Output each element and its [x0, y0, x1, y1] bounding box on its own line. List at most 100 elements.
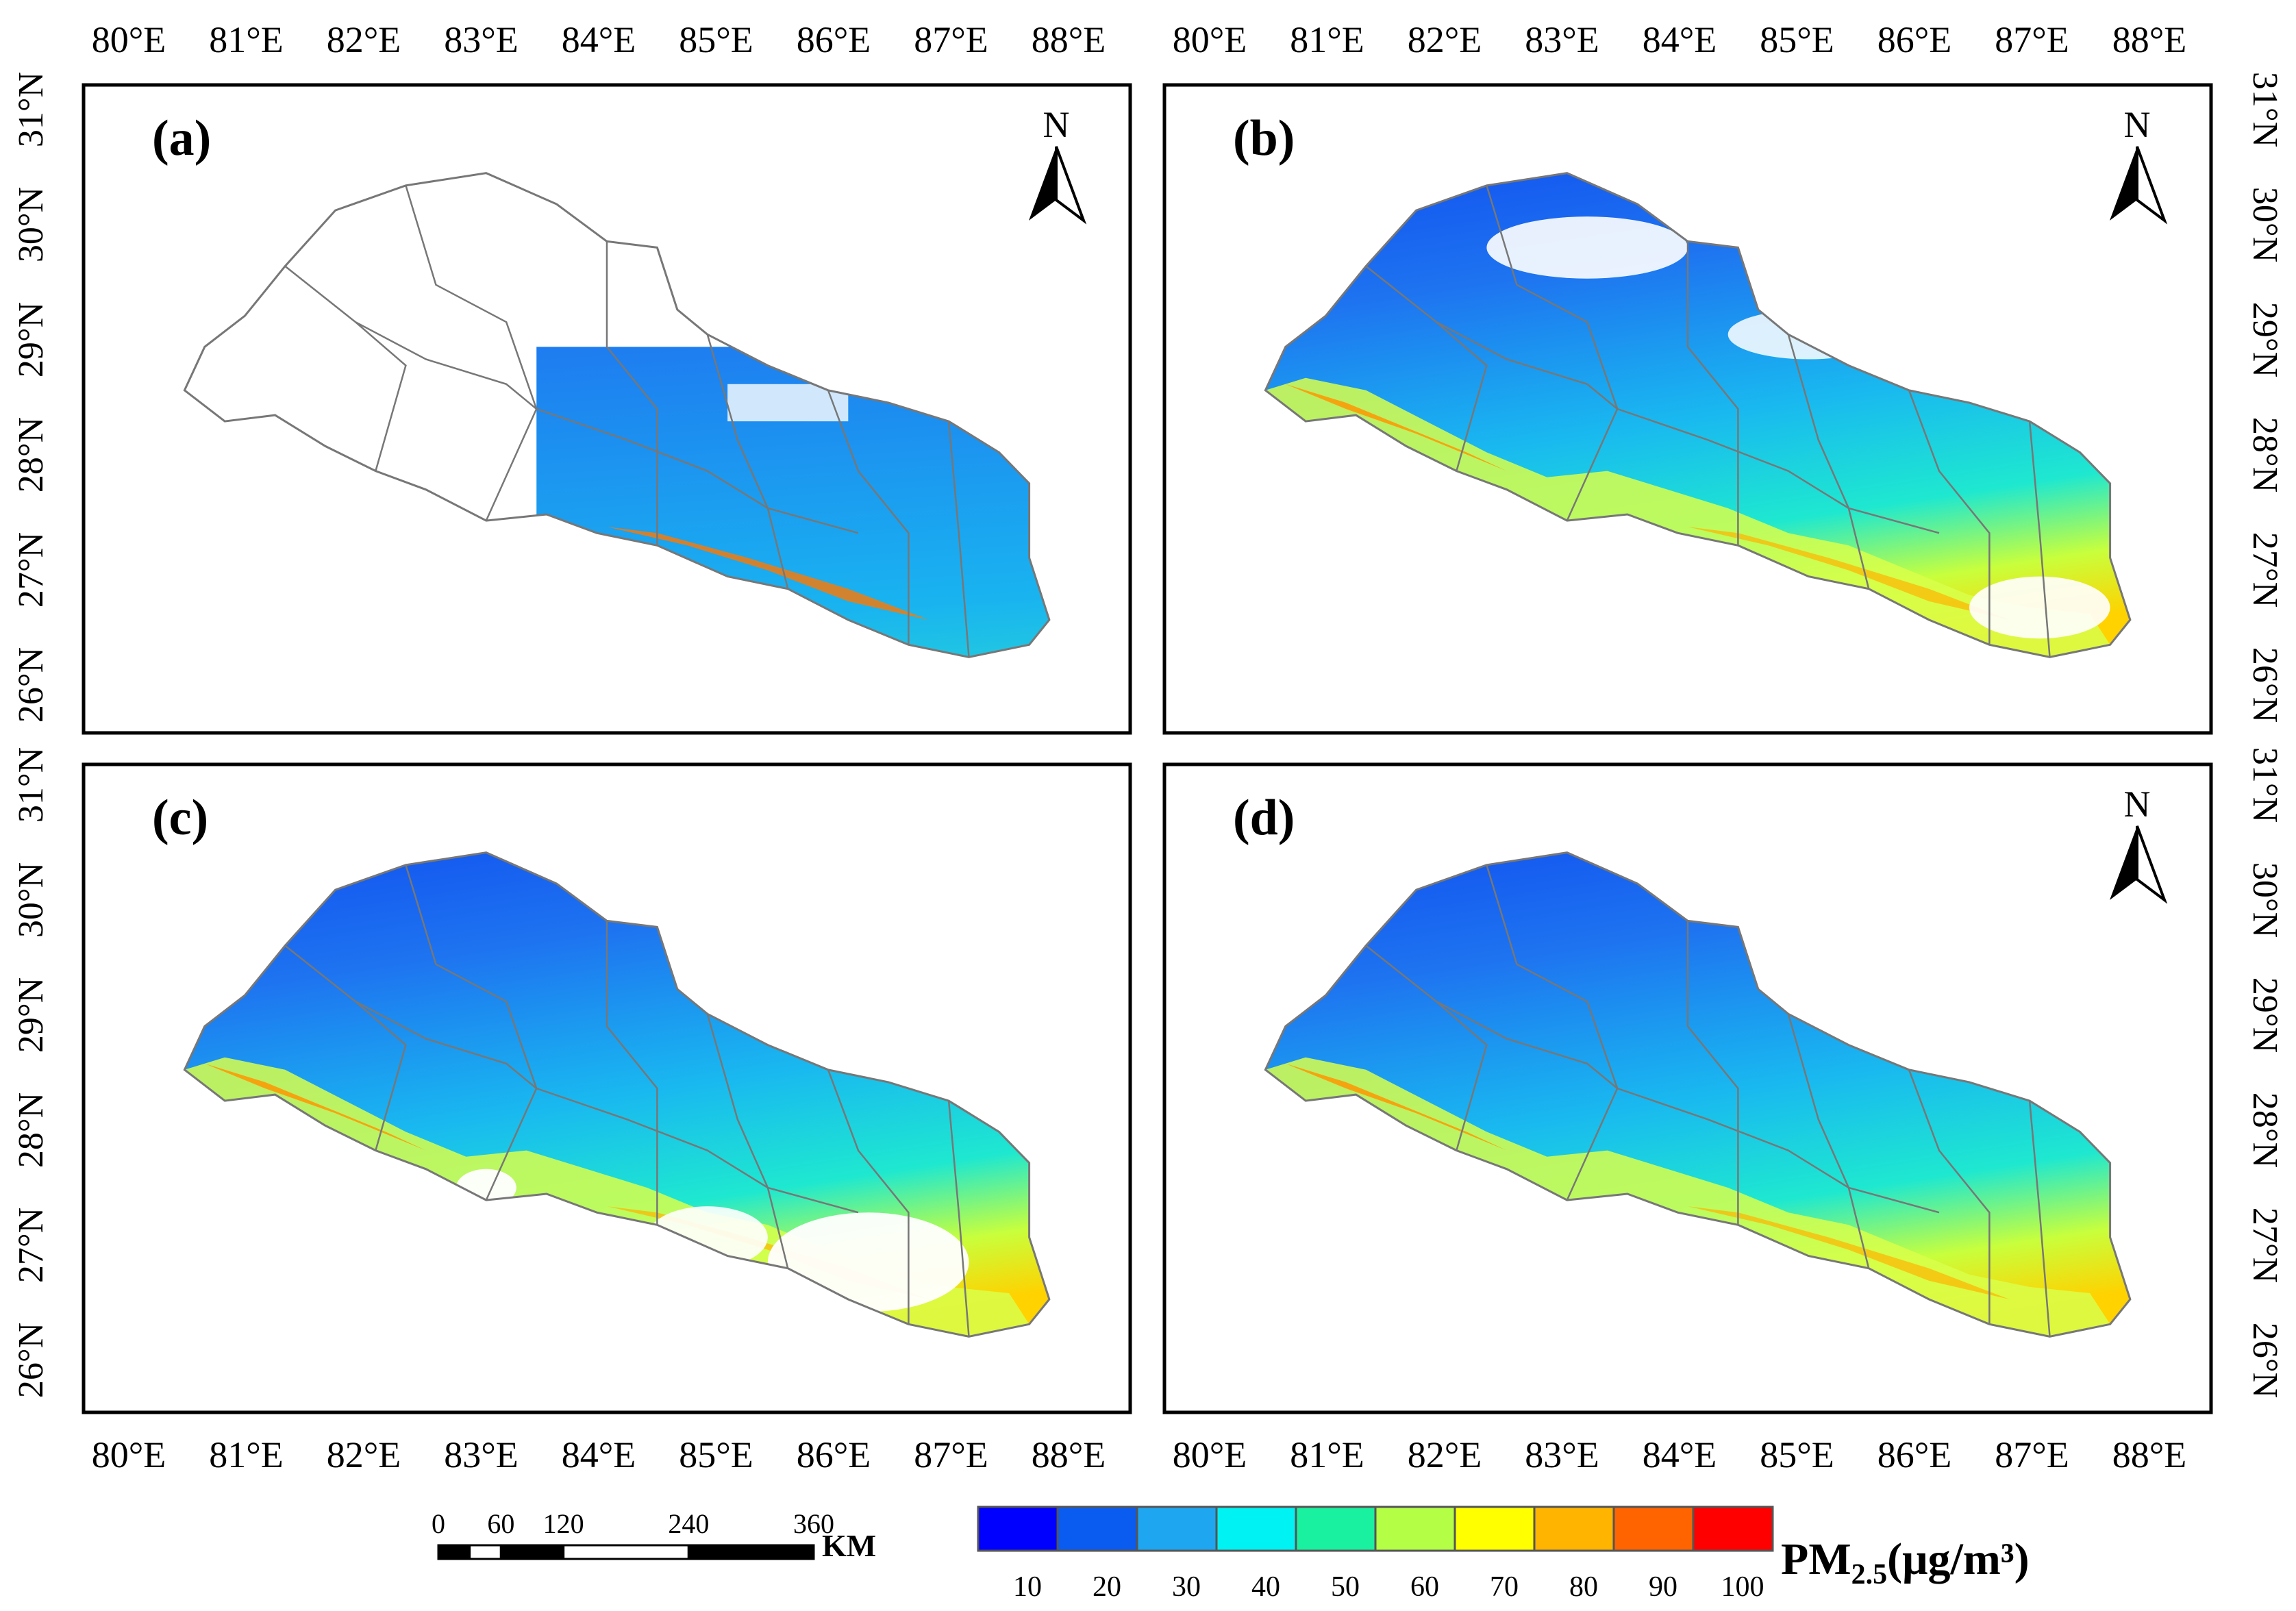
province-boundary — [706, 1013, 789, 1269]
province-boundary — [606, 241, 658, 546]
lon-tick-label: 83°E — [444, 19, 519, 60]
lon-tick-label: 81°E — [209, 1434, 284, 1475]
map-panel-d: (d) N — [1162, 762, 2213, 1414]
province-boundary — [1787, 1013, 1870, 1269]
lat-tick-label: 30°N — [2245, 187, 2284, 262]
lon-tick-label: 88°E — [2112, 1434, 2187, 1475]
lon-tick-label: 85°E — [679, 19, 753, 60]
lon-tick-label: 83°E — [1525, 19, 1599, 60]
province-boundary — [1908, 1069, 1991, 1325]
scale-tick-label: 0 — [432, 1508, 445, 1539]
province-boundary — [1436, 1001, 1618, 1089]
province-boundary — [1908, 390, 1991, 645]
lon-tick-label: 84°E — [562, 19, 636, 60]
legend-label: 80 — [1569, 1571, 1598, 1603]
scale-unit-label: KM — [822, 1528, 876, 1563]
bottom-longitude-labels: 80°E 80°E 81°E 81°E 82°E 82°E 83°E 83°E 84°E 84°E… — [92, 1434, 2187, 1475]
province-boundary — [1486, 864, 1619, 1201]
lon-tick-label: 87°E — [1995, 1434, 2069, 1475]
country-boundary — [1264, 851, 2132, 1338]
country-boundary — [183, 851, 1051, 1338]
lon-tick-label: 87°E — [1995, 19, 2069, 60]
panel-label-a: (a) — [152, 110, 211, 166]
lat-tick-label: 27°N — [12, 532, 51, 608]
scale-bar: 0 60 120 240 360 KM — [432, 1508, 876, 1563]
legend-title-unit: (μg/m³) — [1887, 1534, 2029, 1584]
province-boundary — [1686, 921, 1739, 1225]
lon-tick-label: 81°E — [1290, 1434, 1364, 1475]
scale-tick-label: 240 — [668, 1508, 709, 1539]
legend-label: 50 — [1331, 1571, 1360, 1603]
lon-tick-label: 81°E — [1290, 19, 1364, 60]
lon-tick-label: 82°E — [327, 1434, 401, 1475]
right-latitude-labels: 26°N 26°N 27°N 27°N 28°N 28°N 29°N 29°N 30°N 30°N… — [2245, 72, 2284, 1398]
lon-tick-label: 87°E — [914, 19, 988, 60]
lat-tick-label: 26°N — [12, 647, 51, 723]
lon-tick-label: 86°E — [797, 19, 871, 60]
lon-tick-label: 88°E — [1032, 1434, 1106, 1475]
lat-tick-label: 31°N — [12, 72, 51, 147]
lon-tick-label: 85°E — [679, 1434, 753, 1475]
lon-tick-label: 87°E — [914, 1434, 988, 1475]
map-panel-a: (a) N — [82, 83, 1132, 735]
legend-title-main: PM — [1781, 1534, 1851, 1584]
north-label: N — [2124, 104, 2151, 145]
legend-swatch — [1136, 1506, 1218, 1552]
lon-tick-label: 82°E — [327, 19, 401, 60]
lat-tick-label: 29°N — [12, 302, 51, 377]
province-boundary — [827, 1069, 910, 1325]
north-arrow-icon: N — [2110, 104, 2168, 225]
lon-tick-label: 84°E — [1643, 19, 1717, 60]
country-boundary — [183, 172, 1051, 658]
province-boundary — [284, 945, 407, 1151]
province-boundary — [2028, 421, 2051, 658]
province-boundary — [536, 408, 859, 534]
lon-tick-label: 82°E — [1408, 19, 1482, 60]
province-boundary — [947, 1100, 970, 1337]
lat-tick-label: 27°N — [2245, 1208, 2284, 1283]
lon-tick-label: 83°E — [1525, 1434, 1599, 1475]
panel-label-c: (c) — [152, 790, 208, 846]
legend-swatch — [1533, 1506, 1615, 1552]
province-boundary — [1617, 408, 1940, 534]
lat-tick-label: 26°N — [2245, 1323, 2284, 1398]
legend-label: 20 — [1093, 1571, 1121, 1603]
lon-tick-label: 81°E — [209, 19, 284, 60]
lat-tick-label: 28°N — [12, 417, 51, 492]
lat-tick-label: 26°N — [12, 1323, 51, 1398]
province-boundary — [1365, 265, 1488, 471]
panel-label-b: (b) — [1233, 110, 1295, 166]
lon-tick-label: 86°E — [1877, 1434, 1952, 1475]
province-boundary — [1436, 321, 1618, 410]
lon-tick-label: 85°E — [1760, 1434, 1834, 1475]
lat-tick-label: 27°N — [2245, 532, 2284, 608]
lat-tick-label: 31°N — [2245, 72, 2284, 147]
legend-label: 30 — [1172, 1571, 1201, 1603]
lat-tick-label: 27°N — [12, 1208, 51, 1283]
country-boundary — [1264, 172, 2132, 658]
lat-tick-label: 29°N — [2245, 977, 2284, 1053]
lon-tick-label: 80°E — [92, 19, 166, 60]
province-boundary — [2028, 1100, 2051, 1337]
lon-tick-label: 83°E — [444, 1434, 519, 1475]
lon-tick-label: 84°E — [562, 1434, 636, 1475]
legend-label: 40 — [1251, 1571, 1280, 1603]
lat-tick-label: 30°N — [12, 187, 51, 262]
lat-tick-label: 28°N — [12, 1092, 51, 1168]
province-boundary — [355, 1001, 537, 1089]
north-arrow-icon: N — [2110, 784, 2168, 904]
legend-swatch — [1295, 1506, 1377, 1552]
lat-tick-label: 28°N — [2245, 417, 2284, 492]
province-boundary — [1617, 1087, 1940, 1214]
lat-tick-label: 28°N — [2245, 1092, 2284, 1168]
pm25-legend: 10 20 30 40 50 60 70 80 90 100 PM2.5(μg/m³) — [977, 1506, 2030, 1603]
map-panel-b: (b) N — [1162, 83, 2213, 735]
legend-label: 10 — [1013, 1571, 1042, 1603]
top-longitude-labels: 80°E 80°E 81°E 81°E 82°E 82°E 83°E 83°E 84°E 84°E… — [92, 19, 2187, 60]
map-panel-c: (c) — [82, 762, 1132, 1414]
province-boundary — [405, 864, 538, 1201]
province-boundary — [1787, 334, 1870, 590]
lat-tick-label: 29°N — [2245, 302, 2284, 377]
province-boundary — [536, 1087, 859, 1214]
lat-tick-label: 31°N — [12, 747, 51, 823]
